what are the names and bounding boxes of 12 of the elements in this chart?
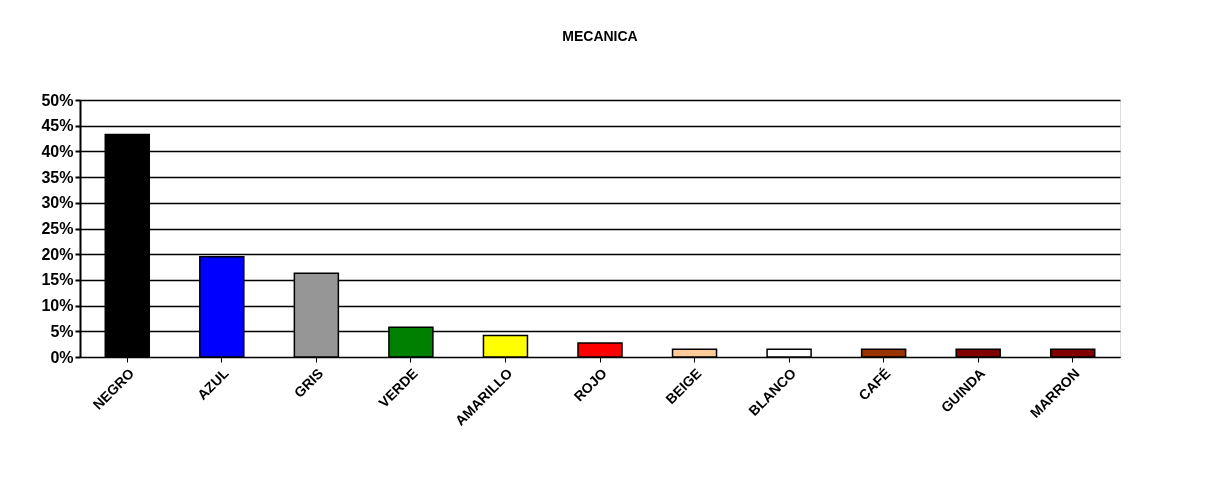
y-tick-label: 45% xyxy=(41,117,74,135)
chart-title: MECANICA xyxy=(562,28,638,44)
y-tick-label: 35% xyxy=(41,168,74,186)
y-tick-label: 15% xyxy=(41,271,74,289)
y-tick-label: 30% xyxy=(41,194,74,212)
y-tick-label: 10% xyxy=(41,297,74,315)
y-tick-label: 25% xyxy=(41,220,74,237)
y-tick-label: 0% xyxy=(50,348,74,366)
y-tick-label: 50% xyxy=(41,91,74,109)
y-tick-label: 40% xyxy=(41,142,74,160)
y-tick-label: 5% xyxy=(50,322,74,340)
y-tick-label: 20% xyxy=(41,245,74,263)
